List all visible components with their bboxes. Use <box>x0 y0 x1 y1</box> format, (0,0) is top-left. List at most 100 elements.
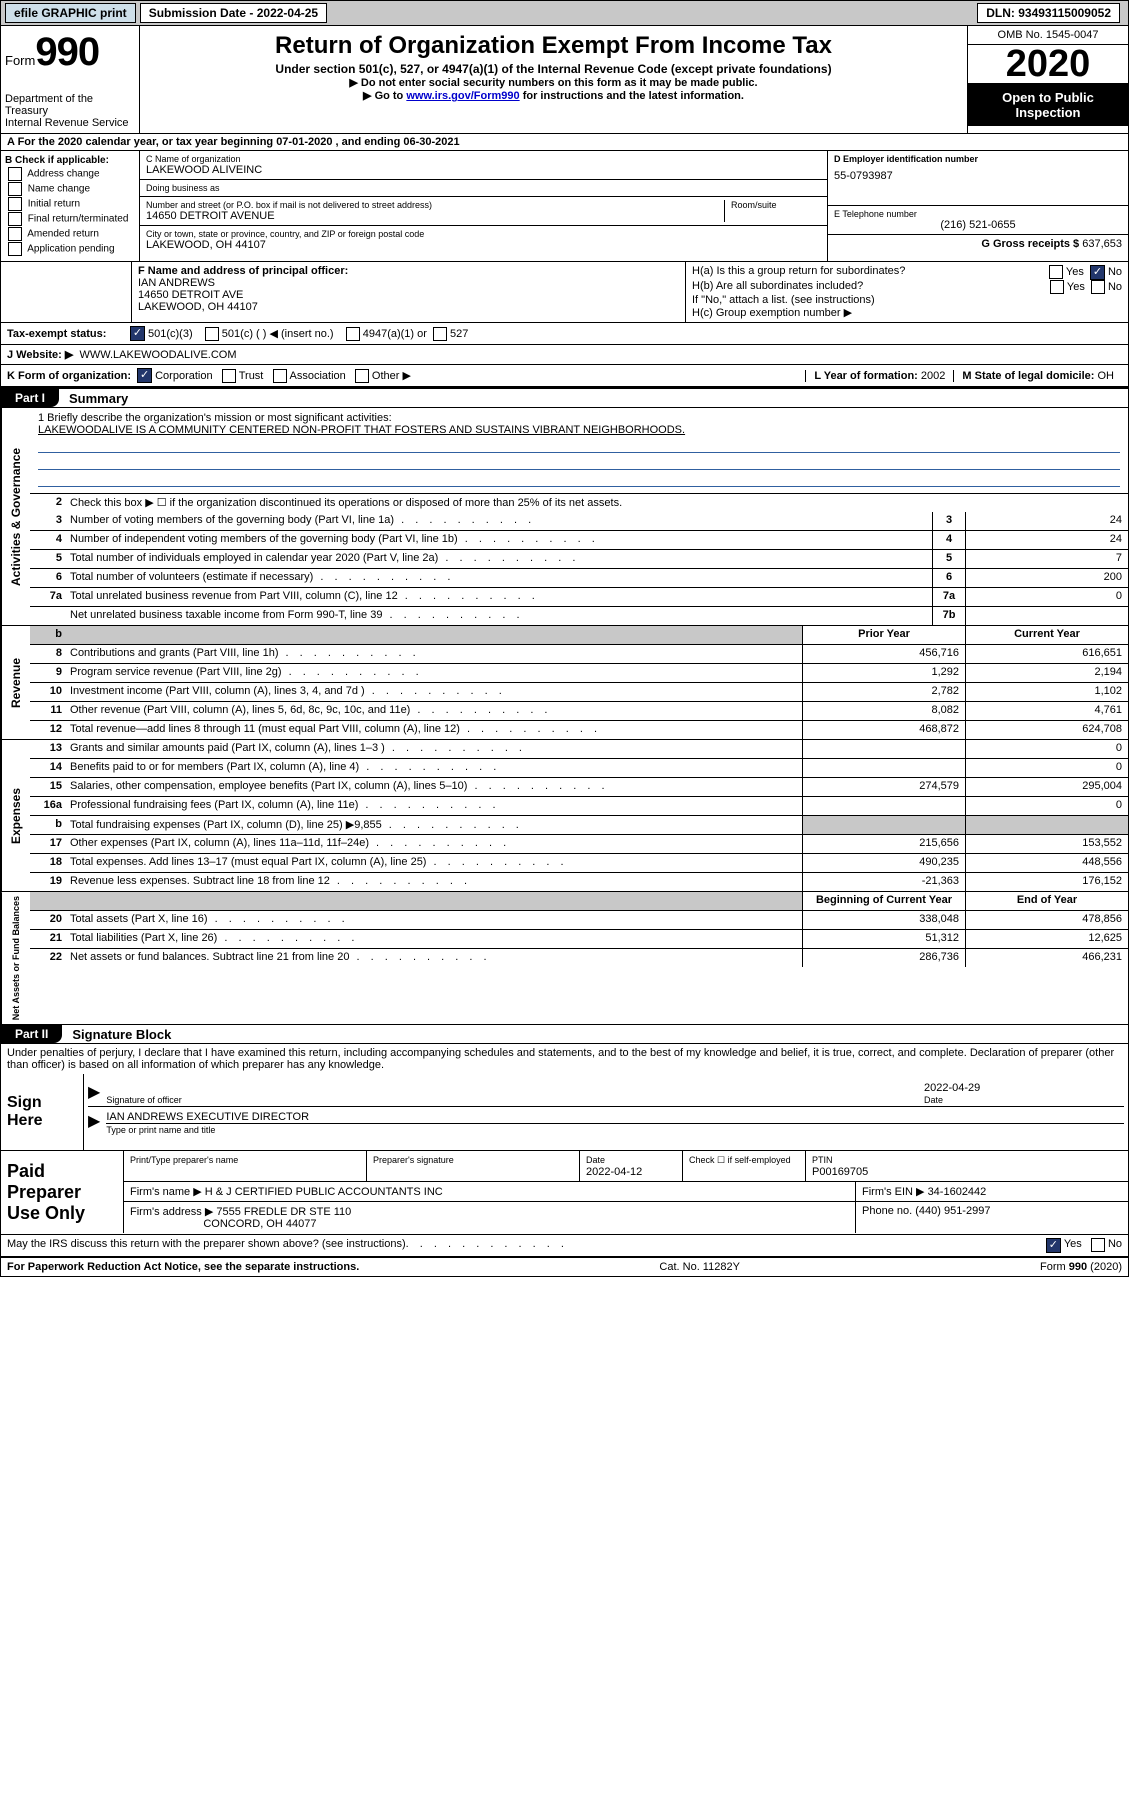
part2-header: Part II Signature Block <box>1 1024 1128 1044</box>
m-val: OH <box>1098 370 1115 382</box>
f-h-block: F Name and address of principal officer:… <box>1 262 1128 323</box>
cb-amended-return[interactable]: Amended return <box>5 227 135 241</box>
irs-discuss-text: May the IRS discuss this return with the… <box>7 1238 406 1253</box>
dba-label: Doing business as <box>146 183 821 193</box>
cb-name-change[interactable]: Name change <box>5 182 135 196</box>
sub3-pre: ▶ Go to <box>363 90 406 102</box>
cb-527[interactable] <box>433 327 447 341</box>
phone-value: (216) 521-0655 <box>834 219 1122 231</box>
prep-phone: (440) 951-2997 <box>915 1205 990 1217</box>
cb-final-return[interactable]: Final return/terminated <box>5 212 135 226</box>
discuss-no-cb[interactable] <box>1091 1238 1105 1252</box>
footer-left: For Paperwork Reduction Act Notice, see … <box>7 1261 359 1273</box>
exp-line-13: 13 Grants and similar amounts paid (Part… <box>30 740 1128 759</box>
part2-tab: Part II <box>1 1025 62 1043</box>
subtitle-2: ▶ Do not enter social security numbers o… <box>148 76 959 89</box>
line-2: 2 Check this box ▶ ☐ if the organization… <box>30 494 1128 512</box>
l-label: L Year of formation: <box>814 370 918 382</box>
f-city: LAKEWOOD, OH 44107 <box>138 301 679 313</box>
type-label: Type or print name and title <box>106 1125 215 1135</box>
hb-yes-cb[interactable] <box>1050 280 1064 294</box>
dln-box: DLN: 93493115009052 <box>977 3 1120 23</box>
prep-row-3: Firm's address ▶ 7555 FREDLE DR STE 110 … <box>123 1202 1128 1233</box>
mission-text: LAKEWOODALIVE IS A COMMUNITY CENTERED NO… <box>38 424 1120 436</box>
m-label: M State of legal domicile: <box>962 370 1094 382</box>
ein-value: 55-0793987 <box>834 170 1122 182</box>
ha-yes-cb[interactable] <box>1049 265 1063 279</box>
dln-value: 93493115009052 <box>1018 6 1111 20</box>
department-label: Department of the Treasury Internal Reve… <box>5 93 135 129</box>
end-year-hdr: End of Year <box>965 892 1128 910</box>
sign-here-label: Sign Here <box>1 1074 84 1150</box>
opt-other: Other ▶ <box>372 369 411 382</box>
gov-line-4: 4 Number of independent voting members o… <box>30 531 1128 550</box>
rev-line-12: 12 Total revenue—add lines 8 through 11 … <box>30 721 1128 739</box>
ha-label: H(a) Is this a group return for subordin… <box>692 265 905 280</box>
cb-trust[interactable] <box>222 369 236 383</box>
phone-cell: E Telephone number (216) 521-0655 <box>828 206 1128 235</box>
section-h: H(a) Is this a group return for subordin… <box>686 262 1128 322</box>
net-header-row: Beginning of Current Year End of Year <box>30 892 1128 911</box>
expenses-block: Expenses 13 Grants and similar amounts p… <box>1 739 1128 891</box>
governance-content: 1 Briefly describe the organization's mi… <box>30 408 1128 625</box>
submission-label: Submission Date <box>149 6 246 20</box>
opt-corp: Corporation <box>155 370 212 382</box>
website-label: J Website: ▶ <box>7 348 73 361</box>
netassets-content: Beginning of Current Year End of Year 20… <box>30 892 1128 1024</box>
gross-label: G Gross receipts $ <box>981 238 1079 250</box>
firm-ein: 34-1602442 <box>928 1186 987 1198</box>
firm-ein-lbl: Firm's EIN ▶ <box>862 1186 925 1198</box>
gross-receipts-cell: G Gross receipts $ 637,653 <box>828 235 1128 253</box>
preparer-label: Paid Preparer Use Only <box>1 1151 123 1234</box>
discuss-yes-cb[interactable]: ✓ <box>1046 1238 1061 1253</box>
cb-corp[interactable]: ✓ <box>137 368 152 383</box>
ha-no-cb[interactable]: ✓ <box>1090 265 1105 280</box>
prep-row-2: Firm's name ▶ H & J CERTIFIED PUBLIC ACC… <box>123 1182 1128 1202</box>
gov-line-5: 5 Total number of individuals employed i… <box>30 550 1128 569</box>
prior-year-hdr: Prior Year <box>802 626 965 644</box>
cb-assoc[interactable] <box>273 369 287 383</box>
efile-button[interactable]: efile GRAPHIC print <box>5 3 136 23</box>
cb-application-pending[interactable]: Application pending <box>5 242 135 256</box>
rev-line-11: 11 Other revenue (Part VIII, column (A),… <box>30 702 1128 721</box>
subtitle-3: ▶ Go to www.irs.gov/Form990 for instruct… <box>148 89 959 102</box>
rev-line-8: 8 Contributions and grants (Part VIII, l… <box>30 645 1128 664</box>
cb-address-change[interactable]: Address change <box>5 167 135 181</box>
gov-line-7b: Net unrelated business taxable income fr… <box>30 607 1128 625</box>
penalty-text: Under penalties of perjury, I declare th… <box>1 1044 1128 1074</box>
website-value: WWW.LAKEWOODALIVE.COM <box>79 349 236 361</box>
gov-line-7a: 7a Total unrelated business revenue from… <box>30 588 1128 607</box>
firm-name-lbl: Firm's name ▶ <box>130 1186 202 1198</box>
line2-text: Check this box ▶ ☐ if the organization d… <box>66 494 1128 512</box>
ha-yes: Yes <box>1066 266 1084 278</box>
gov-line-6: 6 Total number of volunteers (estimate i… <box>30 569 1128 588</box>
org-name-label: C Name of organization <box>146 154 821 164</box>
sign-content: ▶ Signature of officer 2022-04-29Date ▶ … <box>84 1074 1128 1150</box>
hb-no: No <box>1108 281 1122 293</box>
form-990-number: 990 <box>35 30 99 74</box>
side-revenue: Revenue <box>1 626 30 739</box>
hb-no-cb[interactable] <box>1091 280 1105 294</box>
street-row: Number and street (or P.O. box if mail i… <box>140 197 827 226</box>
governance-block: Activities & Governance 1 Briefly descri… <box>1 408 1128 625</box>
footer-mid: Cat. No. 11282Y <box>659 1261 740 1273</box>
hb-yes: Yes <box>1067 281 1085 293</box>
prep-h4[interactable]: Check ☐ if self-employed <box>689 1155 791 1165</box>
org-name: LAKEWOOD ALIVEINC <box>146 164 821 176</box>
irs-link[interactable]: www.irs.gov/Form990 <box>406 90 519 102</box>
website-row: J Website: ▶ WWW.LAKEWOODALIVE.COM <box>1 345 1128 365</box>
officer-sig-line[interactable]: ▶ Signature of officer 2022-04-29Date <box>88 1082 1124 1107</box>
cb-4947[interactable] <box>346 327 360 341</box>
cb-501c3[interactable]: ✓ <box>130 326 145 341</box>
section-f: F Name and address of principal officer:… <box>132 262 686 322</box>
firm-addr2: CONCORD, OH 44077 <box>203 1218 316 1230</box>
preparer-block: Paid Preparer Use Only Print/Type prepar… <box>1 1151 1128 1235</box>
cb-initial-return[interactable]: Initial return <box>5 197 135 211</box>
firm-addr1: 7555 FREDLE DR STE 110 <box>216 1206 351 1218</box>
exp-line-19: 19 Revenue less expenses. Subtract line … <box>30 873 1128 891</box>
net-line-20: 20 Total assets (Part X, line 16) . . . … <box>30 911 1128 930</box>
org-name-cell: C Name of organization LAKEWOOD ALIVEINC <box>140 151 827 180</box>
cb-other[interactable] <box>355 369 369 383</box>
ein-cell: D Employer identification number 55-0793… <box>828 151 1128 206</box>
cb-501c[interactable] <box>205 327 219 341</box>
